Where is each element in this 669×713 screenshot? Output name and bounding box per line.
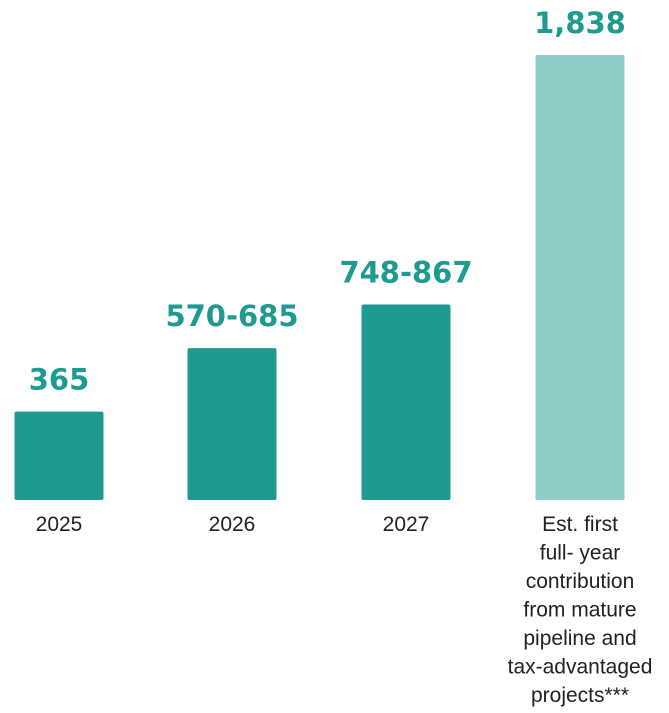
bar-value-label-4: 1,838 <box>534 6 626 40</box>
category-label-1: 2025 <box>36 513 83 536</box>
bar-2 <box>187 348 277 500</box>
category-label-3: 2027 <box>383 513 430 536</box>
bar-value-label-2: 570-685 <box>165 299 298 333</box>
bar-4 <box>535 55 625 500</box>
bar-value-label-3: 748-867 <box>339 255 472 289</box>
bar-1 <box>14 411 104 500</box>
category-labels-group: 2025 2026 2027 Est. first full- year contribu… <box>36 513 653 707</box>
bar-3 <box>361 304 451 500</box>
value-labels-group: 365 570-685 748-867 1,838 <box>29 6 626 397</box>
bar-value-label-1: 365 <box>29 363 90 397</box>
category-label-4: Est. first full- year contribution from mat… <box>508 513 653 707</box>
bars-group <box>14 55 625 500</box>
category-label-2: 2026 <box>209 513 256 536</box>
